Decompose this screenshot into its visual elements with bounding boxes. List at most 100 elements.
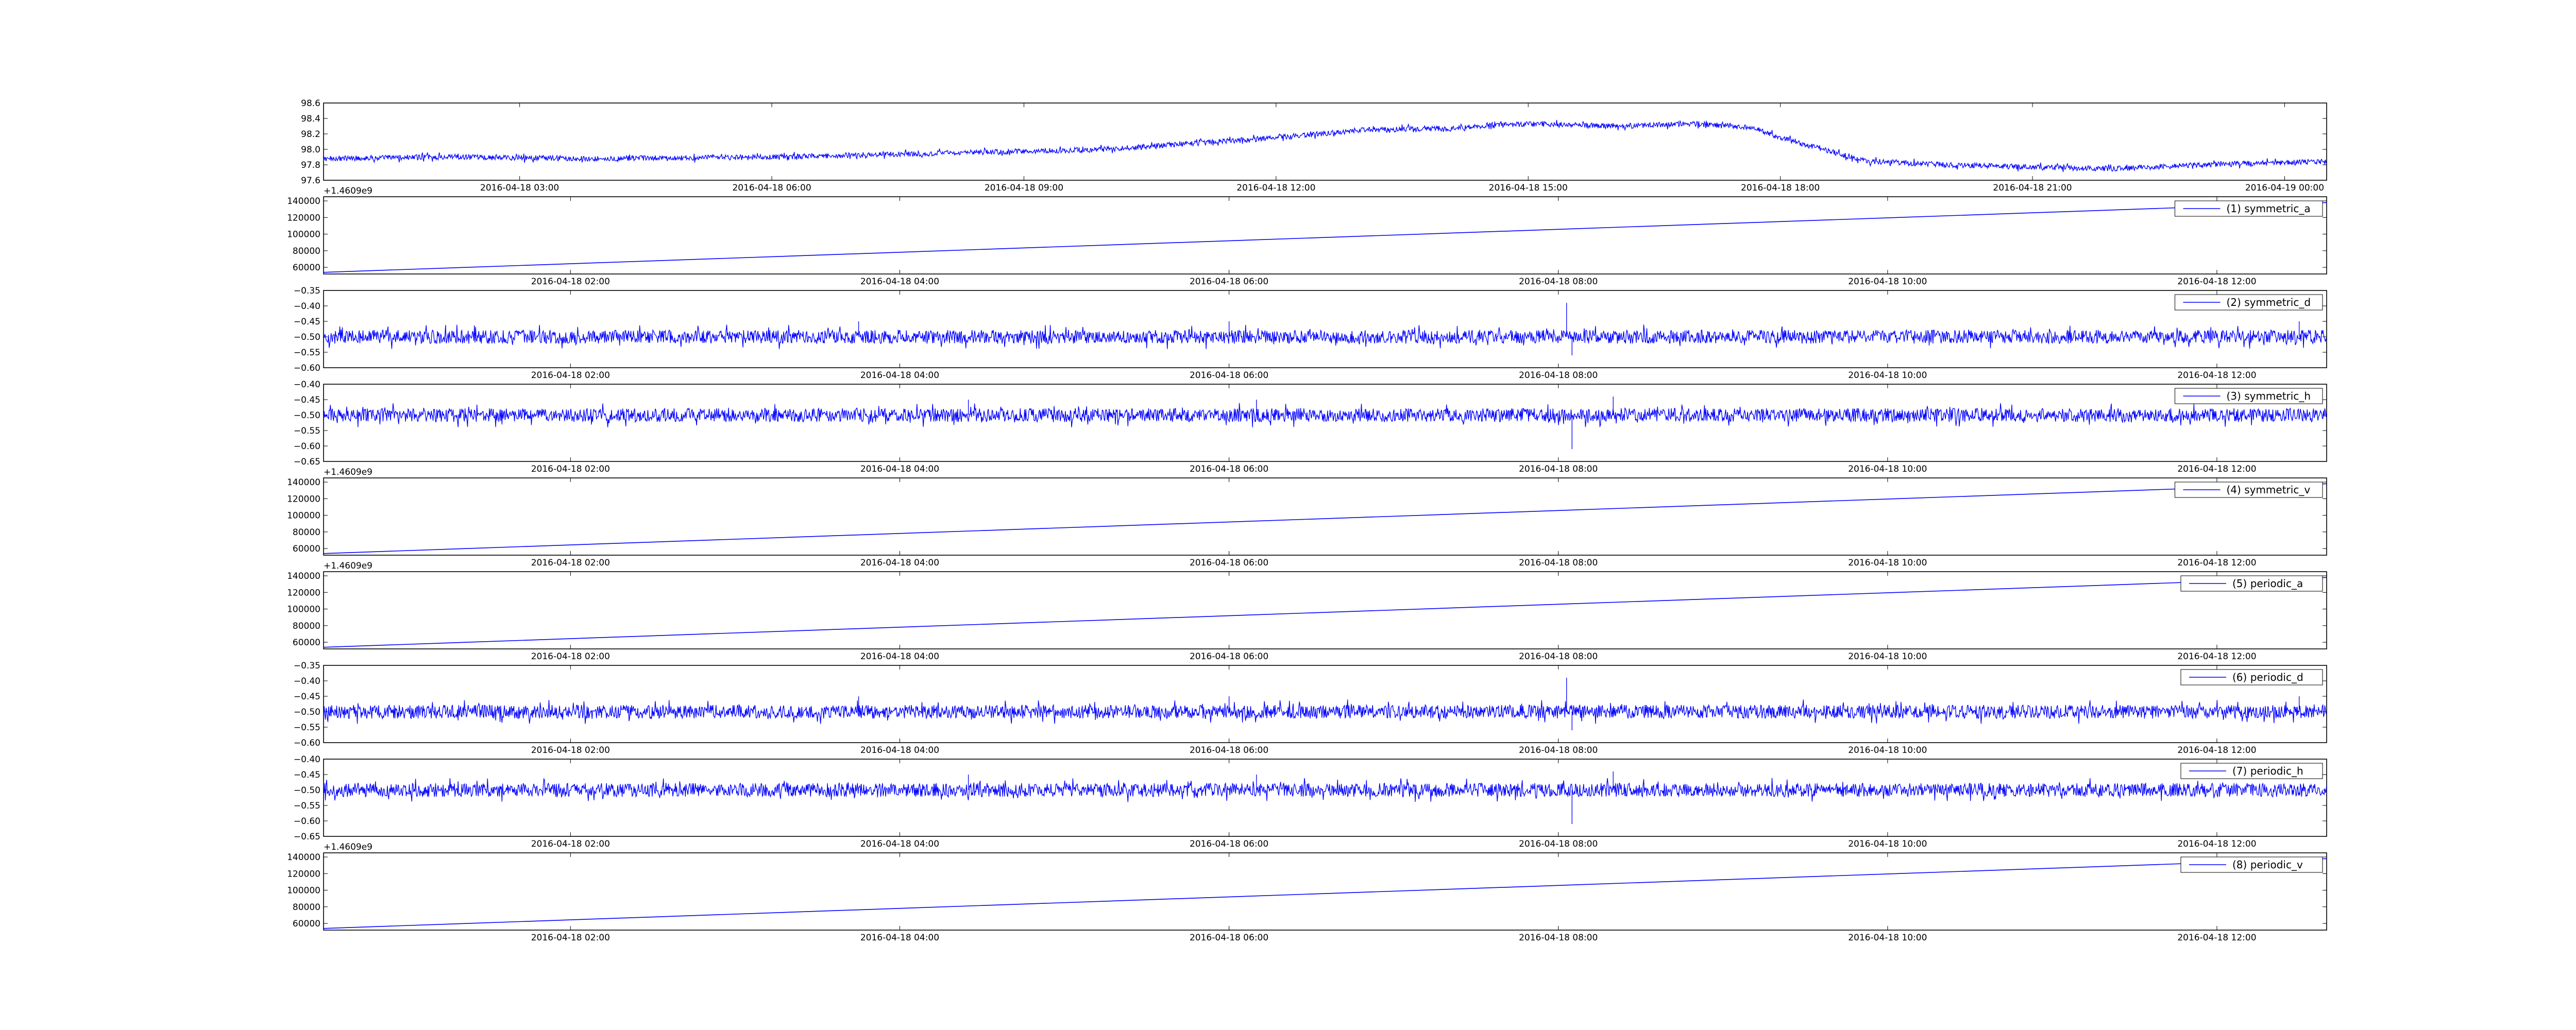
y-tick-label: 98.2 (301, 129, 320, 140)
x-tick-label: 2016-04-18 08:00 (1519, 839, 1598, 849)
plot-frame (323, 384, 2327, 462)
y-tick-label: 120000 (287, 588, 320, 598)
x-tick-label: 2016-04-18 10:00 (1848, 839, 1927, 849)
subplot-9: 140000 120000 100000 80000 60000 2016-04-18 0… (287, 852, 2327, 943)
series-line (324, 577, 2327, 648)
y-tick-label: 98.4 (301, 114, 320, 124)
x-tick-label: 2016-04-18 10:00 (1848, 933, 1927, 943)
plot-frame (323, 852, 2327, 931)
y-tick-label: −0.35 (294, 286, 320, 296)
y-tick-label: 60000 (293, 919, 320, 929)
legend-label: (6) periodic_d (2232, 671, 2303, 683)
x-tick-label: 2016-04-18 02:00 (531, 370, 610, 381)
legend-label: (2) symmetric_d (2227, 296, 2311, 308)
x-tick-label: 2016-04-18 18:00 (1741, 183, 1820, 193)
x-tick-label: 2016-04-18 04:00 (860, 933, 939, 943)
x-tick-label: 2016-04-18 08:00 (1519, 277, 1598, 287)
y-tick-label: 140000 (287, 477, 320, 488)
x-tick-label: 2016-04-18 04:00 (860, 558, 939, 568)
y-tick-label: 98.6 (301, 98, 320, 109)
y-tick-label: 97.6 (301, 176, 320, 186)
y-tick-label: −0.45 (294, 770, 320, 780)
x-tick-label: 2016-04-18 02:00 (531, 651, 610, 662)
x-tick-label: 2016-04-18 06:00 (1190, 277, 1268, 287)
x-tick-label: 2016-04-18 06:00 (1190, 745, 1268, 756)
series-line (324, 119, 2327, 173)
x-tick-label: 2016-04-18 06:00 (732, 183, 811, 193)
plot-frame (323, 665, 2327, 743)
x-tick-label: 2016-04-18 10:00 (1848, 651, 1927, 662)
subplot-5: 140000 120000 100000 80000 60000 2016-04-18 0… (287, 477, 2327, 571)
x-tick-label: 2016-04-18 03:00 (480, 183, 559, 193)
y-tick-label: −0.65 (294, 832, 320, 842)
subplot-2: 140000 120000 100000 80000 60000 2016-04-18 0… (287, 196, 2327, 287)
x-tick-label: 2016-04-18 12:00 (2177, 277, 2256, 287)
axis-offset-label: +1.4609e9 (324, 186, 372, 196)
y-tick-label: −0.40 (294, 754, 320, 765)
subplot-7: −0.35 −0.40 −0.45 −0.50 −0.55 −0.60 2016-04-18… (294, 661, 2327, 756)
y-tick-label: −0.65 (294, 457, 320, 467)
legend-label: (3) symmetric_h (2227, 390, 2311, 402)
y-tick-label: −0.45 (294, 395, 320, 405)
axis-offset-label: +1.4609e9 (324, 467, 372, 477)
legend-label: (5) periodic_a (2232, 577, 2303, 590)
x-tick-label: 2016-04-18 08:00 (1519, 933, 1598, 943)
plot-frame (323, 102, 2327, 181)
y-tick-label: −0.50 (294, 410, 320, 421)
x-tick-label: 2016-04-18 06:00 (1190, 464, 1268, 474)
y-tick-label: −0.35 (294, 661, 320, 671)
x-tick-label: 2016-04-18 06:00 (1190, 558, 1268, 568)
legend-label: (4) symmetric_v (2227, 484, 2311, 496)
x-tick-label: 2016-04-18 08:00 (1519, 370, 1598, 381)
plot-frame (323, 196, 2327, 274)
series-line (324, 678, 2327, 730)
y-tick-label: −0.55 (294, 426, 320, 436)
plot-frame (323, 290, 2327, 368)
x-tick-label: 2016-04-18 10:00 (1848, 464, 1927, 474)
x-tick-label: 2016-04-18 02:00 (531, 745, 610, 756)
x-tick-label: 2016-04-18 04:00 (860, 839, 939, 849)
x-tick-label: 2016-04-18 12:00 (1236, 183, 1315, 193)
y-tick-label: −0.55 (294, 801, 320, 811)
x-tick-label: 2016-04-18 12:00 (2177, 370, 2256, 381)
y-tick-label: 140000 (287, 571, 320, 581)
y-tick-label: −0.60 (294, 816, 320, 827)
x-tick-label: 2016-04-18 08:00 (1519, 651, 1598, 662)
x-tick-label: 2016-04-18 02:00 (531, 839, 610, 849)
y-tick-label: −0.60 (294, 363, 320, 373)
x-tick-label: 2016-04-18 02:00 (531, 933, 610, 943)
axis-offset-label: +1.4609e9 (324, 561, 372, 571)
y-tick-label: 60000 (293, 544, 320, 554)
series-line (324, 483, 2327, 554)
series-line (324, 397, 2327, 449)
y-tick-label: 120000 (287, 869, 320, 879)
y-tick-label: −0.50 (294, 332, 320, 342)
y-tick-label: 60000 (293, 263, 320, 273)
x-tick-label: 2016-04-18 06:00 (1190, 839, 1268, 849)
x-tick-label: 2016-04-18 12:00 (2177, 745, 2256, 756)
y-tick-label: 100000 (287, 511, 320, 521)
x-tick-label: 2016-04-18 09:00 (985, 183, 1063, 193)
y-tick-label: 97.8 (301, 160, 320, 170)
subplot-6: 140000 120000 100000 80000 60000 2016-04-18 0… (287, 571, 2327, 662)
y-tick-label: −0.50 (294, 707, 320, 717)
plot-frame (323, 759, 2327, 837)
y-tick-label: 100000 (287, 886, 320, 896)
plot-frame (323, 477, 2327, 556)
y-tick-label: 80000 (293, 902, 320, 913)
y-tick-label: 140000 (287, 852, 320, 863)
series-line (324, 771, 2327, 824)
y-tick-label: 120000 (287, 213, 320, 223)
x-tick-label: 2016-04-18 02:00 (531, 277, 610, 287)
legend-label: (8) periodic_v (2232, 859, 2303, 871)
subplot-1: 98.6 98.4 98.2 98.0 97.8 97.6 2016-04-18 03:00… (301, 98, 2327, 196)
x-tick-label: 2016-04-18 08:00 (1519, 745, 1598, 756)
y-tick-label: 80000 (293, 246, 320, 256)
x-tick-label: 2016-04-18 21:00 (1993, 183, 2072, 193)
subplot-3: −0.35 −0.40 −0.45 −0.50 −0.55 −0.60 2016-04-18… (294, 286, 2327, 381)
y-tick-label: 140000 (287, 196, 320, 207)
y-tick-label: −0.40 (294, 380, 320, 390)
y-tick-label: 100000 (287, 230, 320, 240)
x-tick-label: 2016-04-18 04:00 (860, 370, 939, 381)
